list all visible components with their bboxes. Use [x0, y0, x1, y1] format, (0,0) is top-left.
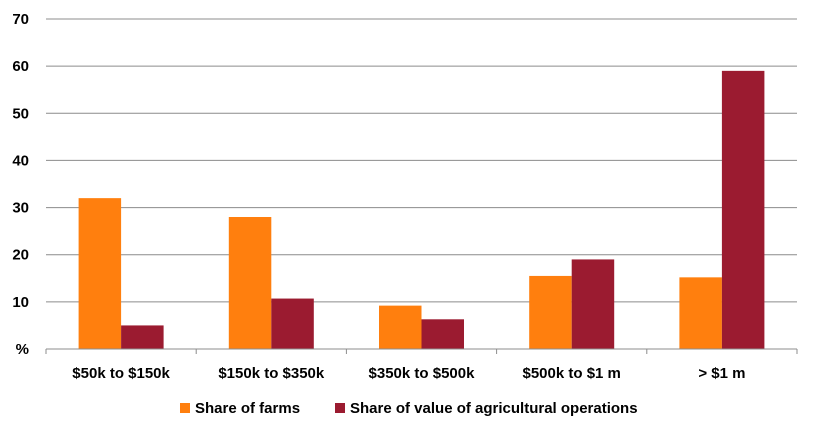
y-tick-label: 10 — [12, 294, 29, 311]
x-tick-label: $500k to $1 m — [522, 365, 620, 382]
legend-swatch-0 — [180, 403, 190, 413]
bar-share-of-farms-4 — [679, 277, 722, 349]
bars — [78, 70, 765, 349]
bar-share-of-value-3 — [571, 259, 615, 349]
y-tick-label: 30 — [12, 200, 29, 217]
x-tick-label: $50k to $150k — [72, 365, 170, 382]
bar-share-of-value-2 — [421, 319, 464, 349]
bar-share-of-farms-1 — [228, 217, 272, 349]
x-tick-label: $350k to $500k — [369, 365, 476, 382]
bar-share-of-farms-2 — [379, 305, 422, 349]
axes — [45, 348, 798, 354]
gridlines — [46, 18, 797, 303]
y-tick-label: 20 — [12, 247, 29, 264]
bar-share-of-value-4 — [721, 70, 765, 349]
x-tick-label: > $1 m — [698, 365, 745, 382]
y-tick-label: % — [16, 341, 29, 358]
bar-share-of-farms-0 — [78, 198, 122, 349]
legend-swatch-1 — [335, 403, 345, 413]
legend-label-0: Share of farms — [195, 400, 300, 417]
y-tick-label: 40 — [12, 152, 29, 169]
bar-share-of-farms-3 — [529, 275, 572, 349]
y-tick-label: 50 — [12, 105, 29, 122]
legend-label-1: Share of value of agricultural operation… — [350, 400, 638, 417]
legend: Share of farms Share of value of agricult… — [180, 400, 638, 417]
y-tick-label: 60 — [12, 58, 29, 75]
x-tick-label: $150k to $350k — [218, 365, 325, 382]
y-tick-label: 70 — [12, 11, 29, 28]
tick-labels: % 10 20 30 40 50 60 70 $50k to $150k $150k to $35… — [12, 11, 745, 382]
bar-share-of-value-0 — [121, 325, 164, 349]
bar-share-of-value-1 — [271, 298, 314, 349]
